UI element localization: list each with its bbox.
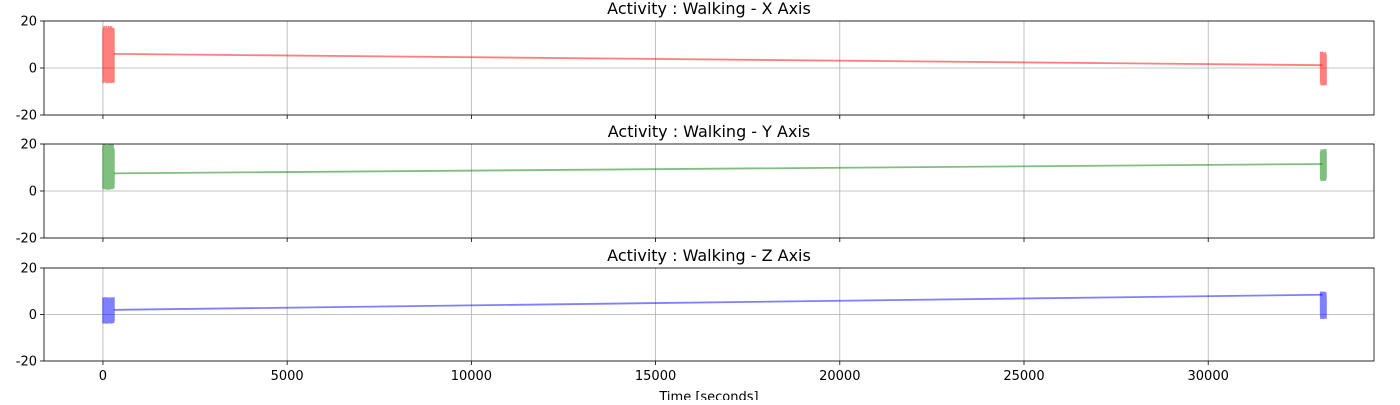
x-tick-label: 15000 bbox=[635, 369, 676, 384]
y-tick-label: -20 bbox=[16, 232, 37, 247]
x-axis-label: Time [seconds] bbox=[658, 390, 758, 400]
series-burst-1 bbox=[102, 25, 115, 84]
series-line bbox=[113, 163, 1323, 175]
y-tick-label: 20 bbox=[20, 15, 37, 30]
series-burst-1 bbox=[102, 144, 115, 190]
series-group bbox=[102, 25, 1327, 86]
x-tick-label: 20000 bbox=[819, 369, 860, 384]
y-tick-label: 0 bbox=[29, 62, 37, 77]
y-tick-label: 20 bbox=[20, 138, 37, 153]
subplot-title: Activity : Walking - Y Axis bbox=[608, 122, 810, 141]
subplot-2: -20 0 20 Activity : Walking - Y Axis bbox=[16, 122, 1375, 247]
series-group bbox=[102, 291, 1327, 324]
y-tick-label: -20 bbox=[16, 109, 37, 124]
subplot-title: Activity : Walking - Z Axis bbox=[607, 246, 811, 265]
series-burst-2 bbox=[1319, 291, 1327, 319]
subplot-3: -20 0 20 0 5000 10000 15000 20000 25000 30000 Acti… bbox=[16, 246, 1375, 405]
x-tick-label: 0 bbox=[99, 369, 107, 384]
subplot-1: -20 0 20 Activity : Walking - X Axis bbox=[16, 0, 1375, 124]
series-burst-2 bbox=[1319, 148, 1327, 182]
y-tick-label: 20 bbox=[20, 262, 37, 277]
x-tick-label: 10000 bbox=[451, 369, 492, 384]
y-tick-label: 0 bbox=[29, 185, 37, 200]
y-tick-label: 0 bbox=[29, 308, 37, 323]
series-burst-1 bbox=[102, 297, 115, 324]
series-line bbox=[113, 293, 1323, 311]
series-line bbox=[113, 53, 1323, 67]
subplot-title: Activity : Walking - X Axis bbox=[607, 0, 811, 18]
y-tick-label: -20 bbox=[16, 355, 37, 370]
x-tick-label: 25000 bbox=[1003, 369, 1044, 384]
x-tick-label: 5000 bbox=[271, 369, 304, 384]
series-group bbox=[102, 144, 1327, 190]
series-burst-2 bbox=[1319, 51, 1327, 86]
x-tick-label: 30000 bbox=[1188, 369, 1229, 384]
